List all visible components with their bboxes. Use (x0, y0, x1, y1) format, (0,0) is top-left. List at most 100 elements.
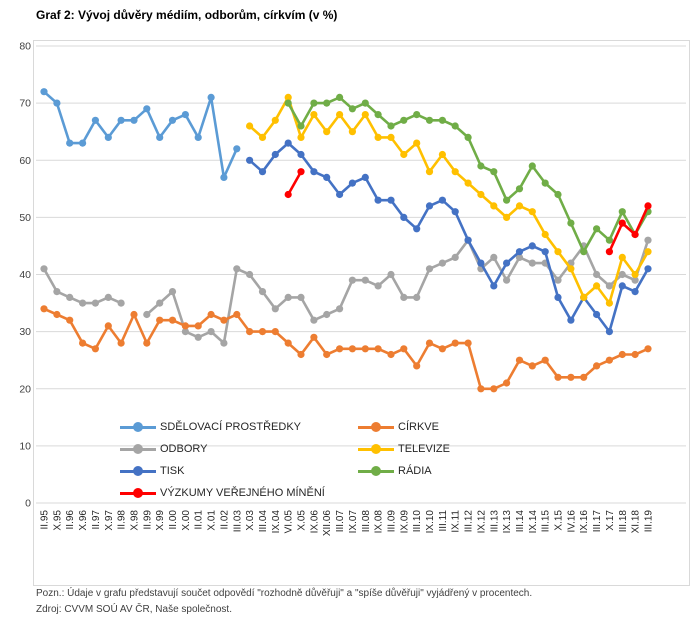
y-tick-label: 70 (19, 98, 31, 110)
data-point (605, 328, 614, 336)
series-TELEVIZE (246, 93, 652, 307)
data-point (361, 111, 369, 119)
data-point (310, 111, 318, 119)
data-point (284, 99, 292, 107)
data-point (605, 282, 614, 290)
data-point (220, 173, 228, 181)
data-point (104, 133, 112, 141)
data-point (413, 225, 421, 233)
legend-item: TELEVIZE (358, 438, 450, 460)
data-point (323, 310, 331, 319)
data-point (297, 122, 305, 130)
data-point (79, 339, 87, 347)
data-point (490, 168, 498, 176)
legend-label: TISK (160, 465, 185, 477)
data-point (541, 230, 549, 239)
data-point (156, 133, 164, 141)
data-point (104, 293, 112, 301)
data-point (336, 93, 344, 101)
data-point (143, 339, 151, 347)
legend-line-dot-icon (120, 488, 156, 498)
chart-title: Graf 2: Vývoj důvěry médiím, odborům, cí… (36, 8, 338, 22)
data-point (91, 345, 99, 353)
data-point (567, 265, 575, 273)
data-point (361, 173, 369, 181)
data-point (451, 168, 459, 176)
data-point (451, 208, 459, 216)
data-point (181, 322, 189, 330)
data-point (297, 350, 305, 359)
y-tick-label: 10 (19, 440, 31, 452)
data-point (348, 105, 356, 113)
x-tick-label: II.00 (168, 510, 179, 530)
series-line (287, 171, 650, 253)
data-point (207, 328, 215, 336)
data-point (271, 305, 279, 313)
data-point (233, 310, 241, 319)
data-point (168, 116, 177, 124)
data-point (130, 116, 138, 124)
data-point (413, 139, 421, 147)
x-tick-label: IX.04 (271, 510, 282, 534)
data-point (297, 133, 305, 141)
data-point (66, 293, 74, 301)
series-RÁDIA (284, 93, 652, 256)
x-tick-label: II.97 (91, 510, 102, 530)
x-axis-labels: II.95 X.95 II.96 X.96 II.97 X.97 II.98 X.98 II.9… (40, 510, 655, 537)
data-point (477, 190, 485, 199)
x-tick-label: III.15 (541, 510, 552, 533)
data-point (515, 185, 524, 193)
data-point (348, 179, 356, 187)
data-point (567, 373, 575, 381)
data-point (284, 93, 292, 101)
gridlines (36, 45, 686, 504)
data-point (40, 88, 48, 96)
data-point (374, 345, 382, 353)
data-point (233, 145, 241, 153)
data-point (53, 288, 61, 296)
note-text: Pozn.: Údaje v grafu představují součet … (36, 588, 533, 599)
x-tick-label: X.96 (78, 510, 89, 531)
series-VÝZKUMY VEŘEJNÉHO MÍNĚNÍ (284, 168, 652, 256)
series-ODBORY (40, 236, 652, 347)
series-SDĚLOVACÍ PROSTŘEDKY (40, 88, 241, 181)
data-point (374, 133, 382, 141)
x-tick-label: IX.14 (528, 510, 539, 534)
data-point (271, 150, 279, 159)
data-point (644, 345, 652, 353)
data-point (554, 293, 562, 301)
data-point (117, 299, 125, 307)
data-point (593, 282, 601, 290)
data-point (284, 339, 292, 347)
data-point (387, 270, 395, 279)
x-tick-label: IX.10 (425, 510, 436, 534)
data-point (220, 339, 228, 347)
data-point (400, 116, 408, 124)
x-tick-label: II.96 (65, 510, 76, 530)
data-point (374, 282, 382, 290)
series-line (248, 96, 650, 305)
x-tick-label: III.14 (515, 510, 526, 533)
data-point (425, 116, 434, 124)
data-point (91, 116, 99, 124)
data-point (451, 339, 459, 347)
data-point (130, 310, 138, 319)
data-point (374, 111, 382, 119)
y-tick-label: 20 (19, 383, 31, 395)
x-tick-label: III.12 (464, 510, 475, 533)
y-tick-label: 40 (19, 269, 31, 281)
x-tick-label: II.01 (194, 510, 205, 530)
data-point (528, 259, 536, 267)
data-point (593, 310, 601, 319)
series-line (43, 90, 238, 179)
x-tick-label: III.08 (361, 510, 372, 533)
series-CÍRKVE (40, 305, 652, 393)
data-point (631, 270, 639, 279)
y-tick-label: 0 (25, 498, 31, 510)
data-point (361, 99, 369, 107)
data-point (168, 316, 177, 324)
x-tick-label: IX.09 (399, 510, 410, 534)
legend-line-dot-icon (120, 444, 156, 454)
data-point (310, 333, 318, 341)
